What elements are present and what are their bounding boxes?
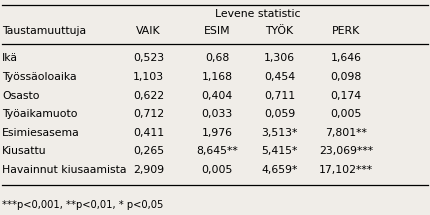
- Text: Levene statistic: Levene statistic: [215, 9, 301, 19]
- Text: 0,005: 0,005: [202, 165, 233, 175]
- Text: 3,513*: 3,513*: [261, 128, 298, 138]
- Text: Taustamuuttuja: Taustamuuttuja: [2, 26, 86, 36]
- Text: 1,976: 1,976: [202, 128, 233, 138]
- Text: 5,415*: 5,415*: [261, 146, 298, 156]
- Text: 0,059: 0,059: [264, 109, 295, 119]
- Text: 0,005: 0,005: [331, 109, 362, 119]
- Text: PERK: PERK: [332, 26, 360, 36]
- Text: 0,174: 0,174: [331, 91, 362, 101]
- Text: 0,265: 0,265: [133, 146, 164, 156]
- Text: 0,523: 0,523: [133, 53, 164, 63]
- Text: Osasto: Osasto: [2, 91, 40, 101]
- Text: 0,454: 0,454: [264, 72, 295, 82]
- Text: 0,098: 0,098: [331, 72, 362, 82]
- Text: Kiusattu: Kiusattu: [2, 146, 47, 156]
- Text: 1,646: 1,646: [331, 53, 362, 63]
- Text: Työaikamuoto: Työaikamuoto: [2, 109, 78, 119]
- Text: 2,909: 2,909: [133, 165, 164, 175]
- Text: 1,103: 1,103: [133, 72, 164, 82]
- Text: Havainnut kiusaamista: Havainnut kiusaamista: [2, 165, 127, 175]
- Text: ESIM: ESIM: [204, 26, 230, 36]
- Text: ***p<0,001, **p<0,01, * p<0,05: ***p<0,001, **p<0,01, * p<0,05: [2, 200, 163, 210]
- Text: 23,069***: 23,069***: [319, 146, 373, 156]
- Text: 7,801**: 7,801**: [325, 128, 367, 138]
- Text: 0,622: 0,622: [133, 91, 164, 101]
- Text: 17,102***: 17,102***: [319, 165, 373, 175]
- Text: 0,411: 0,411: [133, 128, 164, 138]
- Text: Esimiesasema: Esimiesasema: [2, 128, 80, 138]
- Text: 0,404: 0,404: [202, 91, 233, 101]
- Text: VAIK: VAIK: [136, 26, 161, 36]
- Text: 8,645**: 8,645**: [196, 146, 238, 156]
- Text: 1,306: 1,306: [264, 53, 295, 63]
- Text: 4,659*: 4,659*: [261, 165, 298, 175]
- Text: 0,712: 0,712: [133, 109, 164, 119]
- Text: 0,711: 0,711: [264, 91, 295, 101]
- Text: 0,033: 0,033: [202, 109, 233, 119]
- Text: Ikä: Ikä: [2, 53, 18, 63]
- Text: 1,168: 1,168: [202, 72, 233, 82]
- Text: 0,68: 0,68: [205, 53, 229, 63]
- Text: Työssäoloaika: Työssäoloaika: [2, 72, 77, 82]
- Text: TYÖK: TYÖK: [265, 26, 294, 36]
